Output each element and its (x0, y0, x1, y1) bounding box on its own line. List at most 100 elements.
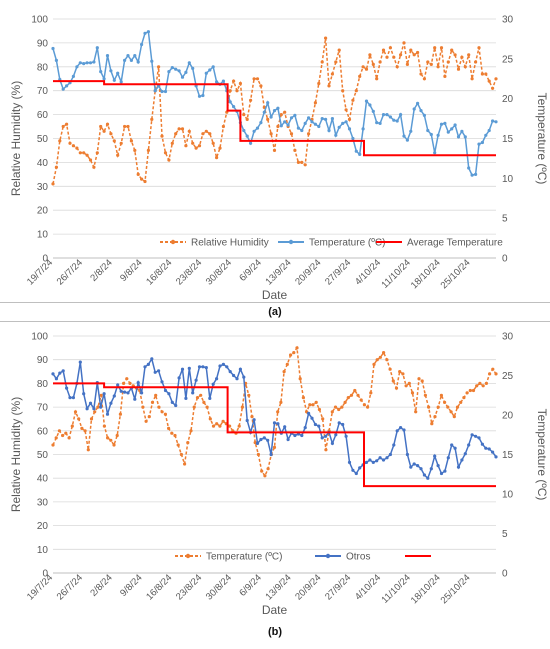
legend-marker (325, 553, 331, 559)
y2-tick-label: 30 (502, 332, 514, 343)
x-tick-label: 23/8/24 (174, 257, 204, 287)
series-line (52, 345, 497, 478)
data-point (491, 367, 495, 371)
data-point (143, 31, 147, 35)
data-point (276, 106, 280, 110)
data-point (249, 141, 253, 145)
x-tick-label: 6/9/24 (237, 257, 263, 283)
data-point (242, 113, 246, 117)
x-tick-label: 18/10/24 (409, 572, 443, 606)
data-point (423, 393, 427, 397)
data-point (228, 370, 232, 374)
data-point (334, 133, 338, 137)
data-point (375, 121, 379, 125)
data-point (252, 77, 256, 81)
data-point (112, 443, 116, 447)
data-point (109, 438, 113, 442)
legend-label: Average Temperature (407, 238, 503, 249)
data-point (211, 424, 216, 428)
x-tick-label: 30/8/24 (204, 572, 234, 602)
data-point (215, 422, 219, 426)
data-point (356, 393, 360, 397)
data-point (320, 436, 324, 440)
data-point (364, 67, 369, 71)
data-point (487, 79, 491, 83)
data-point (433, 46, 437, 50)
data-point (470, 173, 474, 177)
data-point (494, 120, 498, 124)
data-point (347, 127, 352, 131)
data-point (61, 87, 65, 91)
data-point (283, 120, 287, 124)
x-tick-label: 2/8/24 (88, 257, 114, 283)
data-point (296, 126, 300, 130)
data-point (443, 121, 447, 125)
data-point (115, 433, 119, 438)
y-tick-label: 60 (37, 110, 49, 121)
data-point (463, 65, 467, 69)
data-point (242, 375, 246, 379)
data-point (439, 46, 444, 50)
data-point (259, 84, 263, 88)
data-point (354, 89, 358, 93)
data-point (426, 476, 430, 480)
legend: Relative Humidity Temperature (ºC) Average… (160, 238, 503, 249)
y2-tick-label: 25 (502, 54, 514, 65)
data-point (333, 405, 338, 409)
data-point (232, 373, 236, 378)
data-point (180, 75, 185, 79)
data-point (180, 127, 185, 131)
series-3 (53, 382, 496, 488)
data-point (460, 129, 464, 133)
data-point (85, 61, 89, 65)
data-point (88, 61, 93, 65)
data-point (252, 418, 256, 422)
data-point (163, 388, 168, 393)
data-point (416, 50, 420, 55)
data-point (126, 124, 130, 129)
data-point (89, 417, 94, 421)
data-point (95, 151, 99, 155)
data-point (430, 422, 434, 426)
data-point (99, 70, 103, 74)
data-point (153, 370, 157, 374)
data-point (412, 107, 416, 111)
data-point (354, 471, 358, 476)
data-point (362, 403, 366, 407)
data-point (313, 101, 317, 105)
data-point (330, 117, 334, 121)
data-point (75, 146, 79, 150)
data-point (61, 433, 65, 438)
data-point (146, 30, 150, 34)
data-point (272, 109, 277, 113)
data-point (187, 129, 191, 133)
data-point (65, 386, 69, 390)
data-point (51, 46, 55, 51)
legend-label: Temperature (ºC) (206, 552, 282, 563)
data-point (324, 36, 328, 40)
data-point (112, 139, 116, 143)
x-tick-label: 9/8/24 (118, 572, 144, 598)
data-point (412, 53, 416, 57)
data-point (405, 452, 409, 457)
data-point (330, 441, 334, 445)
data-point (484, 381, 488, 385)
data-point (484, 133, 488, 137)
data-point (433, 415, 437, 419)
data-point (378, 456, 382, 460)
data-point (140, 391, 144, 395)
caption-b: (b) (267, 626, 283, 638)
data-point (99, 393, 103, 397)
data-point (173, 433, 177, 438)
data-point (160, 134, 164, 138)
data-point (399, 113, 403, 117)
data-point (54, 377, 59, 381)
data-point (429, 132, 433, 137)
data-point (375, 77, 379, 81)
caption-a: (a) (268, 306, 282, 318)
series-3 (53, 80, 496, 157)
data-point (481, 384, 485, 388)
data-point (102, 392, 106, 396)
y-tick-label: 20 (37, 206, 49, 217)
data-point (286, 437, 290, 442)
